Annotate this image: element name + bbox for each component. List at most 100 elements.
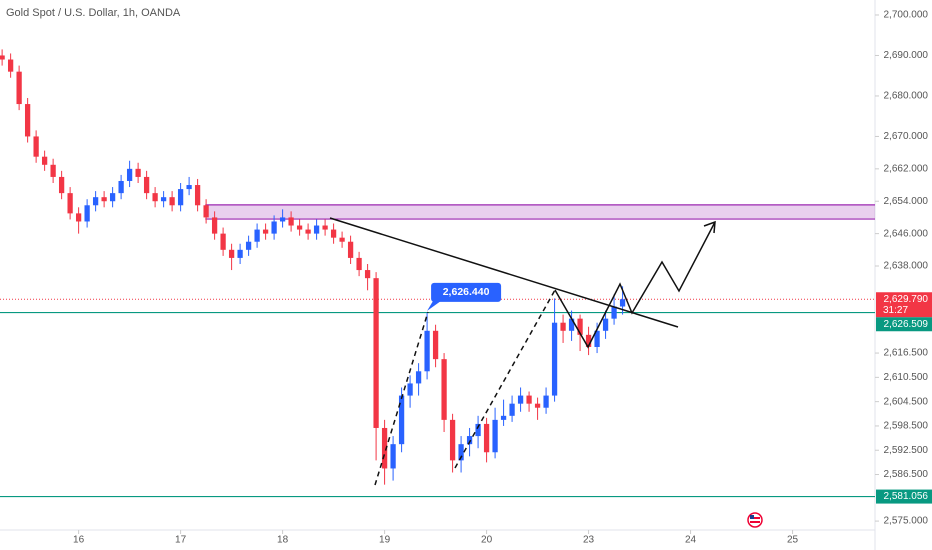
candle-body [543, 395, 549, 408]
candle-body [67, 193, 73, 214]
x-tick-label: 23 [583, 535, 595, 546]
candle-body [160, 197, 167, 202]
zone [205, 204, 876, 220]
candle-body [92, 197, 99, 206]
candle-body [432, 330, 439, 360]
candle-body [177, 189, 184, 206]
candle-body [483, 423, 490, 453]
callout-box [431, 282, 502, 302]
candle-body [551, 322, 558, 396]
candle-body [594, 330, 600, 347]
candle-body [611, 306, 617, 319]
candle-body [75, 213, 82, 222]
candle-body [152, 193, 158, 202]
candle-body [143, 176, 150, 194]
candle-body [398, 395, 405, 445]
level-box [876, 317, 932, 332]
countdown-label: 31:27 [883, 305, 908, 316]
x-tick-label: 18 [277, 535, 289, 546]
candle-body [339, 237, 345, 242]
candle-body [0, 55, 5, 60]
candle-body [203, 205, 209, 218]
level-box [876, 489, 932, 504]
candle-body [347, 241, 354, 258]
candle-body [109, 193, 116, 202]
y-tick-label: 2,616.500 [884, 348, 929, 359]
y-tick-label: 2,662.000 [884, 163, 929, 174]
trend-line [329, 217, 679, 328]
candle-body [560, 322, 566, 331]
candle-body [390, 444, 396, 469]
candle-body [322, 225, 328, 230]
candle-body [585, 334, 592, 347]
drawings [329, 217, 716, 486]
dashed-leg [374, 311, 429, 486]
candle-body [271, 221, 277, 234]
candle-body [526, 395, 532, 404]
callout-pointer [427, 300, 442, 311]
candle-body [381, 427, 388, 469]
candle-body [449, 419, 456, 461]
y-tick-label: 2,610.500 [884, 372, 929, 383]
candle-body [101, 197, 107, 202]
y-tick-label: 2,592.500 [884, 445, 929, 456]
candle-body [169, 197, 175, 206]
flag-icon [747, 512, 763, 528]
candle-body [568, 318, 575, 331]
candle-body [492, 419, 498, 453]
candle-body [33, 136, 39, 157]
candle-body [313, 225, 320, 234]
dashed-leg [454, 289, 556, 469]
y-tick-label: 2,575.000 [884, 516, 929, 527]
candle-body [466, 436, 473, 445]
candle-body [237, 249, 243, 258]
flag-stripe [750, 517, 760, 519]
candle-body [50, 164, 56, 177]
candle-body [254, 229, 260, 242]
candle-body [373, 278, 379, 428]
candle-body [458, 444, 464, 461]
level-label: 2,626.509 [884, 319, 929, 330]
y-tick-label: 2,670.000 [884, 131, 929, 142]
candle-body [58, 176, 65, 194]
last-price-label: 2,629.790 [884, 294, 929, 305]
x-tick-label: 19 [379, 535, 391, 546]
candle-body [602, 318, 609, 331]
x-tick-label: 24 [685, 535, 697, 546]
candle-body [24, 104, 31, 137]
candle-body [305, 229, 311, 234]
candle-body [135, 168, 141, 177]
candle-body [415, 371, 422, 384]
y-tick-label: 2,690.000 [884, 50, 929, 61]
candle-body [364, 270, 371, 279]
candle-body [262, 229, 269, 234]
candle-body [228, 249, 235, 258]
candle-body [534, 403, 541, 408]
candle-body [356, 257, 362, 271]
candle-body [619, 299, 626, 307]
candle-body [330, 229, 337, 238]
x-tick-label: 17 [175, 535, 187, 546]
candle-body [186, 185, 192, 190]
plot [0, 49, 876, 498]
candle-body [509, 403, 515, 416]
flag-stripe [750, 521, 760, 523]
y-tick-label: 2,646.000 [884, 228, 929, 239]
candle-body [500, 415, 507, 420]
x-tick-label: 16 [73, 535, 85, 546]
candle-body [16, 71, 22, 105]
level-label: 2,581.056 [884, 491, 929, 502]
candle-body [245, 241, 252, 250]
candle-body [41, 156, 48, 165]
y-tick-label: 2,604.500 [884, 396, 929, 407]
candle-body [220, 233, 226, 250]
candle-body [577, 318, 583, 335]
callout-label: 2,626.440 [443, 286, 490, 298]
candle-body [296, 225, 303, 230]
projection-path [554, 221, 716, 349]
y-tick-label: 2,638.000 [884, 261, 929, 272]
candle-body [126, 168, 133, 181]
y-tick-label: 2,700.000 [884, 10, 929, 21]
